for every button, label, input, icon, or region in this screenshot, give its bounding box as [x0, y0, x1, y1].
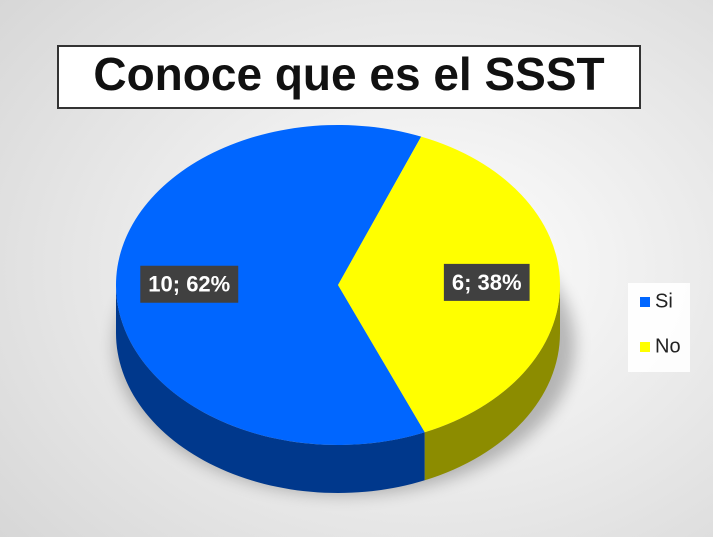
data-label-box: [443, 263, 530, 301]
chart-title: Conoce que es el SSST: [93, 48, 604, 100]
legend-label: No: [655, 335, 681, 357]
legend-swatch: [640, 342, 650, 352]
slice: [116, 125, 425, 446]
legend-label: Si: [655, 290, 673, 312]
slice-side: [424, 285, 560, 481]
slice-side: [116, 285, 425, 493]
data-label-box: [140, 265, 239, 303]
legend-swatch: [640, 297, 650, 307]
data-label: 10; 62%: [148, 272, 230, 297]
data-label: 6; 38%: [452, 270, 522, 295]
legend-box: [628, 283, 690, 372]
title-box: [57, 45, 641, 109]
